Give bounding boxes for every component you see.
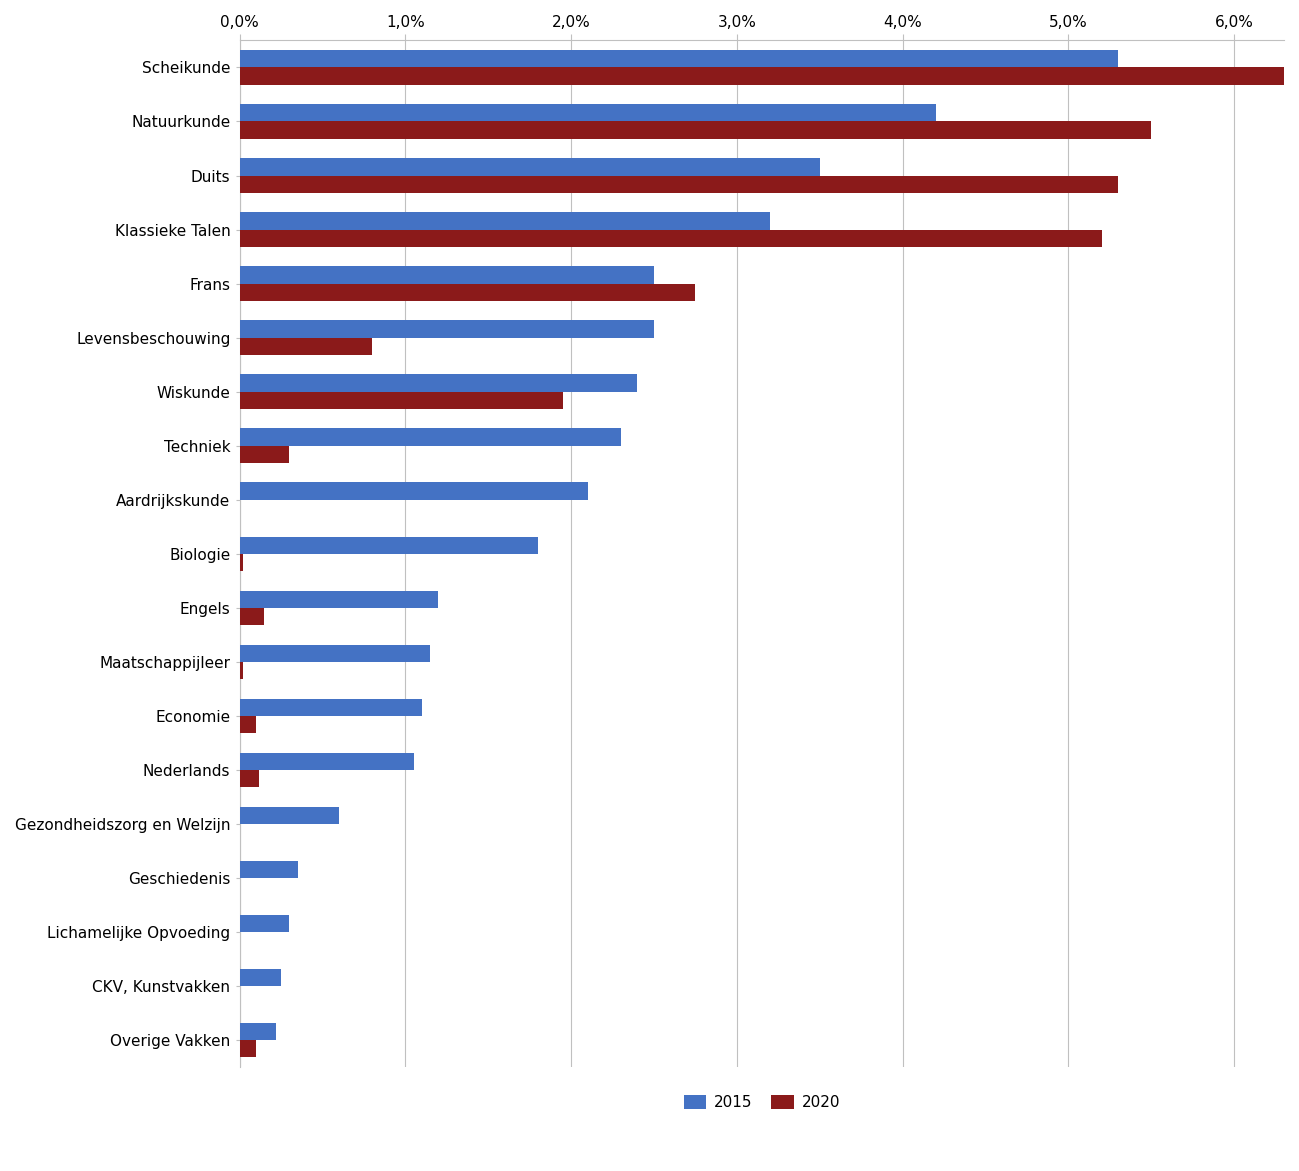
Bar xyxy=(239,771,260,787)
Bar xyxy=(239,608,265,625)
Bar xyxy=(239,266,653,283)
Bar xyxy=(239,699,422,715)
Bar xyxy=(239,590,439,608)
Bar xyxy=(239,122,1151,139)
Bar xyxy=(239,1023,275,1040)
Bar xyxy=(239,68,1283,84)
Legend: 2015, 2020: 2015, 2020 xyxy=(678,1089,846,1116)
Bar xyxy=(239,446,290,463)
Bar xyxy=(239,176,1118,193)
Bar xyxy=(239,283,695,301)
Bar xyxy=(239,321,653,337)
Bar xyxy=(239,536,538,554)
Bar xyxy=(239,337,372,355)
Bar xyxy=(239,554,243,571)
Bar xyxy=(239,644,430,662)
Bar xyxy=(239,230,1102,247)
Bar xyxy=(239,861,297,878)
Bar xyxy=(239,1040,256,1057)
Bar xyxy=(239,212,770,230)
Bar xyxy=(239,482,587,500)
Bar xyxy=(239,104,935,122)
Bar xyxy=(239,715,256,733)
Bar xyxy=(239,662,243,679)
Bar xyxy=(239,753,413,771)
Bar xyxy=(239,375,638,391)
Bar xyxy=(239,968,281,986)
Bar xyxy=(239,391,562,409)
Bar xyxy=(239,915,290,932)
Bar xyxy=(239,158,820,176)
Bar xyxy=(239,50,1118,68)
Bar xyxy=(239,429,621,446)
Bar xyxy=(239,807,339,824)
